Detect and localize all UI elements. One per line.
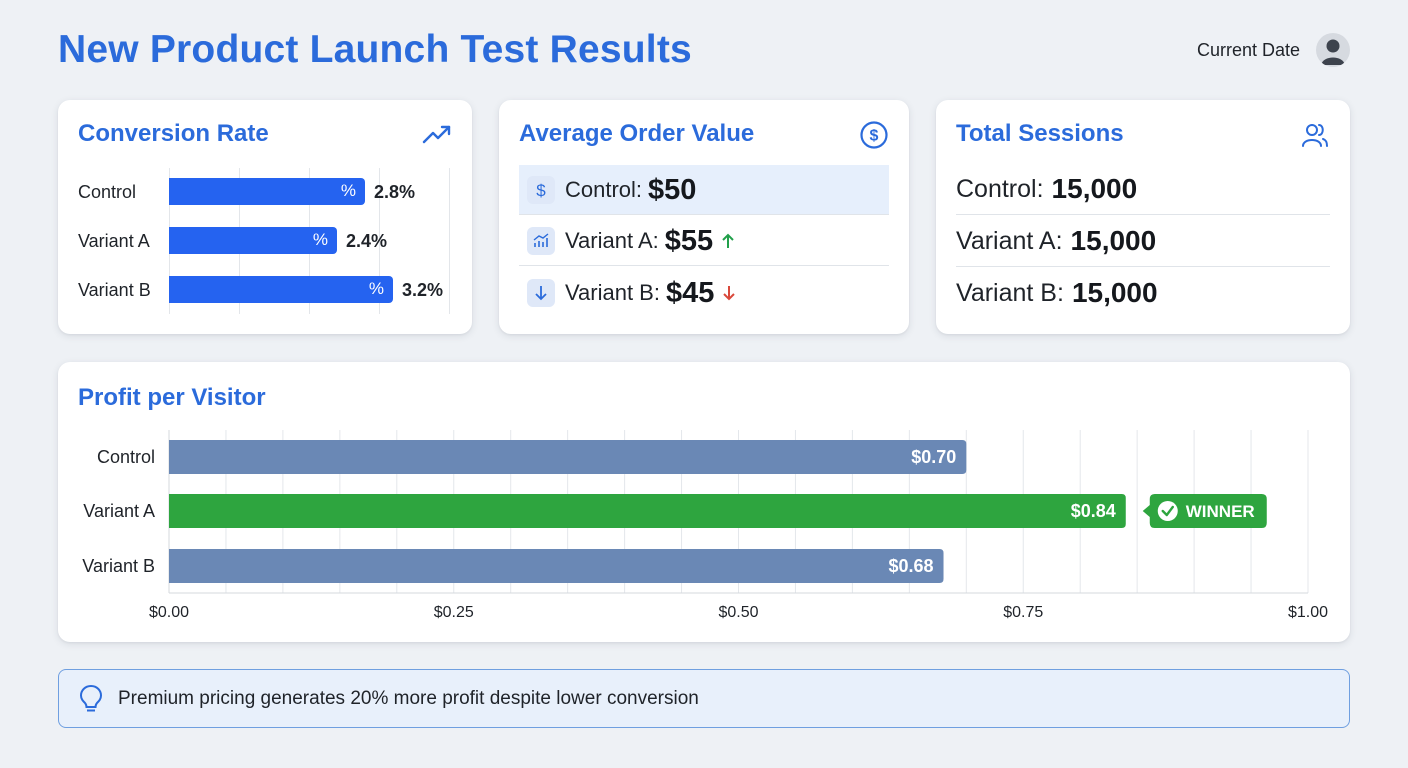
x-tick-label: $0.50 [718, 604, 758, 621]
profit-per-visitor-title: Profit per Visitor [78, 384, 266, 411]
winner-label: WINNER [1186, 502, 1255, 521]
sessions-row-variant-b: Variant B: 15,000 [956, 267, 1330, 319]
conversion-row-control: Control % 2.8% [58, 178, 472, 206]
profit-per-visitor-chart: $0.00 $0.25 $0.50 $0.75 $1.00 Control $0.70 Var… [82, 430, 1328, 621]
conversion-bar-variant-a: % [169, 227, 337, 254]
conversion-label: Control [78, 182, 137, 202]
conversion-row-variant-a: Variant A % 2.4% [58, 227, 472, 255]
total-sessions-title: Total Sessions [956, 120, 1124, 147]
category-label: Variant A [83, 501, 155, 521]
svg-text:$: $ [870, 128, 879, 145]
dollar-icon: $ [527, 176, 555, 204]
user-avatar[interactable] [1316, 33, 1350, 67]
conversion-label: Variant B [78, 280, 151, 300]
sessions-value: 15,000 [1070, 225, 1157, 256]
lightbulb-icon [79, 684, 103, 711]
bar-value-label: $0.68 [888, 556, 933, 576]
conversion-bar-variant-b: % [169, 276, 393, 303]
bar-value-label: $0.84 [1071, 501, 1116, 521]
percent-symbol: % [340, 181, 356, 200]
conversion-rate-title: Conversion Rate [78, 120, 269, 147]
average-order-value-title: Average Order Value [519, 120, 755, 147]
category-label: Control [97, 447, 155, 467]
check-icon [1161, 505, 1174, 517]
percent-symbol: % [368, 279, 384, 298]
x-tick-label: $0.25 [434, 604, 474, 621]
aov-value: $45 [665, 276, 715, 309]
dollar-circle-icon: $ [860, 121, 888, 149]
average-order-value-card: Average Order Value $ $ Control: $50 Var… [499, 100, 909, 334]
page-title: New Product Launch Test Results [58, 28, 692, 71]
header-right: Current Date [1197, 32, 1350, 68]
winner-badge [1142, 494, 1267, 528]
bar-variant-a [169, 494, 1126, 528]
users-icon [1302, 124, 1328, 147]
sessions-label: Variant A: [956, 226, 1063, 255]
aov-row-variant-a: Variant A: $55 [519, 216, 889, 266]
aov-row-control: $ Control: $50 [519, 165, 889, 215]
x-tick-label: $0.00 [149, 604, 189, 621]
aov-label: Variant A: [565, 228, 659, 253]
category-label: Variant B [82, 556, 155, 576]
bar-value-label: $0.70 [911, 447, 956, 467]
svg-text:$: $ [536, 181, 546, 199]
aov-value: $50 [648, 173, 697, 206]
conversion-value: 3.2% [402, 280, 444, 300]
sessions-label: Control: [956, 174, 1044, 203]
insight-text: Premium pricing generates 20% more profi… [118, 687, 699, 709]
percent-symbol: % [312, 230, 328, 249]
conversion-rate-card: Conversion Rate Control % 2.8% Variant A… [58, 100, 472, 334]
aov-label: Control: [565, 177, 643, 202]
trending-up-icon [422, 125, 451, 144]
conversion-bar-control: % [169, 178, 365, 205]
aov-row-variant-b: Variant B: $45 [519, 268, 889, 318]
total-sessions-card: Total Sessions Control: 15,000 Variant A… [936, 100, 1350, 334]
conversion-row-variant-b: Variant B % 3.2% [58, 276, 472, 304]
conversion-value: 2.4% [346, 231, 388, 251]
insight-banner: Premium pricing generates 20% more profi… [58, 669, 1350, 728]
aov-label: Variant B: [565, 280, 660, 305]
bar-variant-b [169, 549, 944, 583]
conversion-value: 2.8% [374, 182, 416, 202]
sessions-row-variant-a: Variant A: 15,000 [956, 215, 1330, 267]
arrow-down-icon [527, 279, 555, 307]
aov-value: $55 [664, 224, 714, 257]
sessions-value: 15,000 [1051, 173, 1138, 204]
arrow-up-icon [722, 233, 734, 248]
sessions-row-control: Control: 15,000 [956, 163, 1330, 215]
current-date-label: Current Date [1196, 39, 1300, 60]
bar-control [169, 440, 967, 474]
profit-per-visitor-card: Profit per Visitor $0.00 $0.25 $0.50 $0.75 $… [58, 362, 1350, 642]
chart-up-icon [527, 227, 555, 255]
x-tick-label: $0.75 [1003, 604, 1043, 621]
x-tick-label: $1.00 [1288, 604, 1328, 621]
sessions-value: 15,000 [1071, 277, 1158, 308]
check-circle-icon [1157, 501, 1178, 521]
trend-down-icon [723, 286, 736, 301]
user-icon [1321, 39, 1345, 65]
conversion-label: Variant A [78, 231, 150, 251]
sessions-label: Variant B: [956, 278, 1064, 307]
